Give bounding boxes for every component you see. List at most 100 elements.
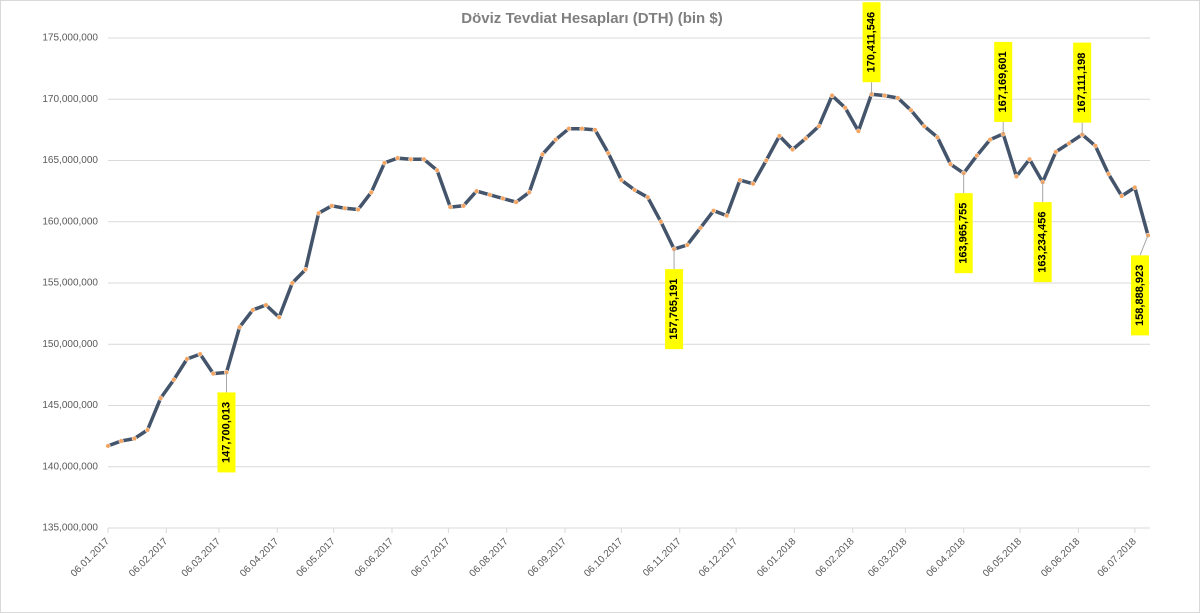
data-point [803, 135, 809, 141]
data-point [302, 266, 309, 273]
label-box [1033, 202, 1052, 283]
data-point [329, 203, 335, 209]
data-point [724, 213, 730, 219]
y-tick-label: 145,000,000 [42, 400, 98, 411]
label-box [862, 2, 881, 83]
data-label: 163,965,755 [958, 203, 970, 264]
data-point [513, 199, 519, 205]
data-point [855, 128, 861, 134]
data-label: 158,888,923 [1134, 265, 1146, 326]
data-point [605, 150, 611, 156]
data-point [131, 436, 137, 442]
data-label: 170,411,546 [865, 12, 877, 73]
data-point [539, 151, 545, 157]
data-point [618, 177, 624, 183]
data-point [1119, 193, 1125, 199]
label-box [994, 41, 1013, 122]
data-point [1026, 156, 1033, 162]
label-box [954, 193, 973, 274]
data-point [908, 107, 914, 113]
data-point [381, 160, 388, 166]
data-point [118, 438, 124, 444]
y-tick-label: 150,000,000 [42, 339, 98, 350]
data-label: 163,234,456 [1037, 212, 1049, 273]
data-point [1066, 140, 1072, 146]
data-point [421, 156, 427, 162]
y-tick-label: 160,000,000 [42, 216, 98, 227]
data-point [250, 307, 256, 313]
data-point [316, 210, 322, 216]
data-point [263, 302, 269, 308]
data-point [842, 105, 848, 111]
data-point [987, 137, 993, 143]
data-point [658, 219, 664, 225]
data-point [144, 427, 151, 433]
label-box [665, 269, 684, 350]
label-box [1131, 255, 1149, 336]
y-tick-label: 155,000,000 [42, 278, 98, 289]
data-point [1053, 149, 1059, 155]
data-point [697, 225, 703, 231]
data-point [342, 205, 348, 211]
data-point [566, 126, 572, 132]
data-point [447, 204, 453, 210]
y-tick-label: 170,000,000 [42, 94, 98, 105]
leader-line [1139, 235, 1149, 256]
chart-title: Döviz Tevdiat Hesapları (DTH) (bin $) [461, 10, 722, 27]
y-tick-label: 135,000,000 [42, 523, 98, 534]
data-point [829, 93, 835, 99]
data-label: 167,111,198 [1076, 53, 1088, 113]
label-box [1073, 42, 1092, 123]
label-box [217, 392, 236, 473]
data-point [684, 242, 690, 248]
data-point [276, 314, 282, 320]
data-point [500, 195, 506, 202]
data-point [1013, 173, 1019, 179]
data-point [921, 123, 927, 129]
data-point [1105, 171, 1112, 177]
data-label: 147,700,013 [220, 402, 232, 463]
data-point [579, 126, 585, 132]
data-point [197, 351, 203, 357]
data-point [1092, 143, 1098, 149]
data-point [737, 177, 743, 183]
data-point [711, 208, 717, 214]
data-point [526, 189, 532, 195]
y-tick-label: 140,000,000 [42, 461, 98, 472]
data-point [355, 206, 361, 213]
data-point [882, 93, 888, 99]
data-point [553, 137, 559, 143]
data-point [974, 153, 980, 159]
data-point [395, 155, 401, 161]
data-point [487, 192, 493, 198]
data-point [645, 194, 651, 200]
y-tick-label: 175,000,000 [42, 33, 98, 44]
data-point [460, 203, 466, 209]
data-point [171, 377, 177, 383]
data-point [158, 395, 164, 401]
data-point [289, 280, 295, 286]
data-point [934, 134, 940, 140]
data-point [210, 371, 216, 377]
data-point [474, 188, 480, 194]
data-point [434, 167, 440, 173]
data-point [1132, 184, 1138, 190]
data-point [776, 133, 782, 139]
data-point [408, 156, 414, 162]
data-point [632, 187, 638, 193]
data-point [895, 95, 901, 101]
data-point [184, 356, 190, 362]
data-label: 167,169,601 [997, 51, 1009, 112]
data-point [790, 146, 796, 153]
data-point [105, 443, 111, 449]
data-point [763, 157, 769, 164]
data-line [107, 92, 1150, 448]
data-label: 157,765,191 [668, 279, 680, 340]
data-point [237, 324, 243, 330]
data-point [592, 127, 598, 133]
y-tick-label: 165,000,000 [42, 155, 98, 166]
data-point [750, 181, 756, 187]
